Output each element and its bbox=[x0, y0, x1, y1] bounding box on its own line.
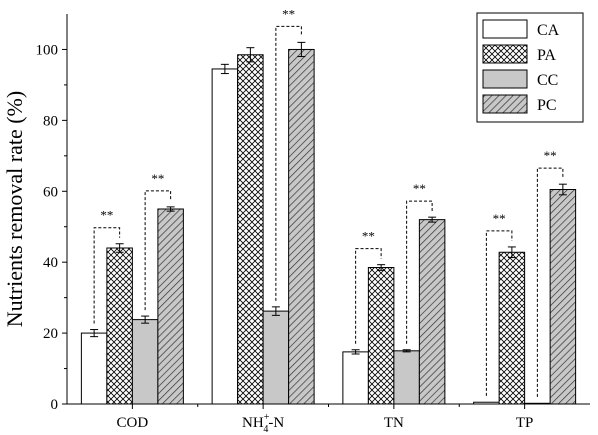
y-tick-label: 40 bbox=[43, 255, 58, 271]
significance-label: ** bbox=[362, 229, 375, 244]
bar-PC-1 bbox=[288, 48, 315, 405]
legend: CA PA CC PC bbox=[476, 12, 584, 123]
bar-PA-0 bbox=[106, 247, 133, 405]
significance-bracket bbox=[93, 227, 121, 324]
significance-bracket bbox=[485, 230, 513, 396]
significance-bracket bbox=[536, 167, 564, 397]
significance-label: ** bbox=[100, 208, 113, 223]
legend-swatch-CA bbox=[482, 19, 528, 39]
legend-label-PC: PC bbox=[537, 97, 557, 114]
significance-label: ** bbox=[151, 171, 164, 186]
bar-CC-3 bbox=[524, 402, 551, 405]
bar-CA-0 bbox=[80, 332, 108, 405]
y-tick-label: 0 bbox=[51, 397, 59, 413]
bar-PA-3 bbox=[498, 251, 526, 405]
bar-CC-1 bbox=[262, 310, 290, 405]
bar-PA-2 bbox=[367, 267, 395, 405]
legend-swatch-CC bbox=[482, 69, 528, 89]
significance-bracket bbox=[406, 200, 433, 344]
y-tick-label: 60 bbox=[43, 184, 58, 200]
significance-label: ** bbox=[282, 6, 295, 21]
y-axis-title: Nutrients removal rate (%) bbox=[2, 91, 27, 327]
bar-CA-3 bbox=[473, 401, 500, 405]
significance-bracket bbox=[275, 25, 302, 301]
significance-label: ** bbox=[413, 181, 426, 196]
legend-label-PA: PA bbox=[537, 47, 556, 64]
bar-CC-0 bbox=[131, 319, 159, 405]
legend-swatch-PA bbox=[482, 44, 528, 64]
x-tick-label: TN bbox=[384, 415, 404, 431]
plot-area: 0 20 40 60 80 100 Nutrients removal rate (%) CO… bbox=[2, 6, 590, 435]
bar-PC-2 bbox=[418, 219, 446, 405]
significance-label: ** bbox=[544, 148, 557, 163]
bar-PC-0 bbox=[157, 208, 184, 405]
legend-swatch-PC bbox=[482, 94, 528, 114]
x-tick-label: TP bbox=[516, 415, 534, 431]
y-tick-label: 20 bbox=[43, 326, 58, 342]
bar-CC-2 bbox=[393, 350, 420, 405]
x-tick-label: NH+ 4-N bbox=[242, 412, 284, 435]
significance-bracket bbox=[144, 190, 172, 311]
bar-CA-1 bbox=[211, 68, 239, 405]
y-tick-label: 80 bbox=[43, 113, 58, 129]
significance-bracket bbox=[355, 248, 382, 344]
legend-label-CC: CC bbox=[537, 72, 558, 89]
bar-PA-1 bbox=[237, 54, 264, 405]
y-tick-label: 100 bbox=[36, 42, 59, 58]
bar-PC-3 bbox=[549, 189, 577, 405]
significance-label: ** bbox=[493, 211, 506, 226]
x-tick-label: COD bbox=[117, 415, 149, 431]
legend-label-CA: CA bbox=[537, 22, 560, 39]
bar-CA-2 bbox=[342, 351, 369, 405]
